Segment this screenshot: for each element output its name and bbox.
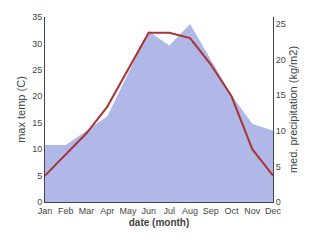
svg-text:May: May xyxy=(119,206,137,216)
svg-text:Mar: Mar xyxy=(79,206,95,216)
svg-text:Sep: Sep xyxy=(203,206,219,216)
svg-text:5: 5 xyxy=(276,162,281,172)
svg-text:Oct: Oct xyxy=(225,206,240,216)
svg-text:Dec: Dec xyxy=(265,206,282,216)
svg-text:0: 0 xyxy=(37,197,42,207)
svg-text:Nov: Nov xyxy=(244,206,261,216)
svg-text:Jun: Jun xyxy=(141,206,156,216)
svg-text:0: 0 xyxy=(276,197,281,207)
svg-text:25: 25 xyxy=(276,19,286,29)
svg-text:10: 10 xyxy=(276,126,286,136)
svg-text:20: 20 xyxy=(276,55,286,65)
svg-text:Aug: Aug xyxy=(182,206,198,216)
svg-text:5: 5 xyxy=(37,171,42,181)
svg-text:30: 30 xyxy=(32,39,42,49)
svg-text:date (month): date (month) xyxy=(129,217,190,228)
svg-text:Jan: Jan xyxy=(38,206,53,216)
svg-text:med. precipitation (kg/m2): med. precipitation (kg/m2) xyxy=(287,46,299,173)
svg-text:35: 35 xyxy=(32,12,42,22)
svg-text:15: 15 xyxy=(32,118,42,128)
svg-text:Feb: Feb xyxy=(58,206,74,216)
svg-text:20: 20 xyxy=(32,91,42,101)
svg-text:25: 25 xyxy=(32,65,42,75)
svg-text:10: 10 xyxy=(32,144,42,154)
svg-text:Jul: Jul xyxy=(164,206,176,216)
svg-text:Apr: Apr xyxy=(100,206,114,216)
svg-text:max temp (C): max temp (C) xyxy=(15,76,27,143)
svg-text:15: 15 xyxy=(276,90,286,100)
